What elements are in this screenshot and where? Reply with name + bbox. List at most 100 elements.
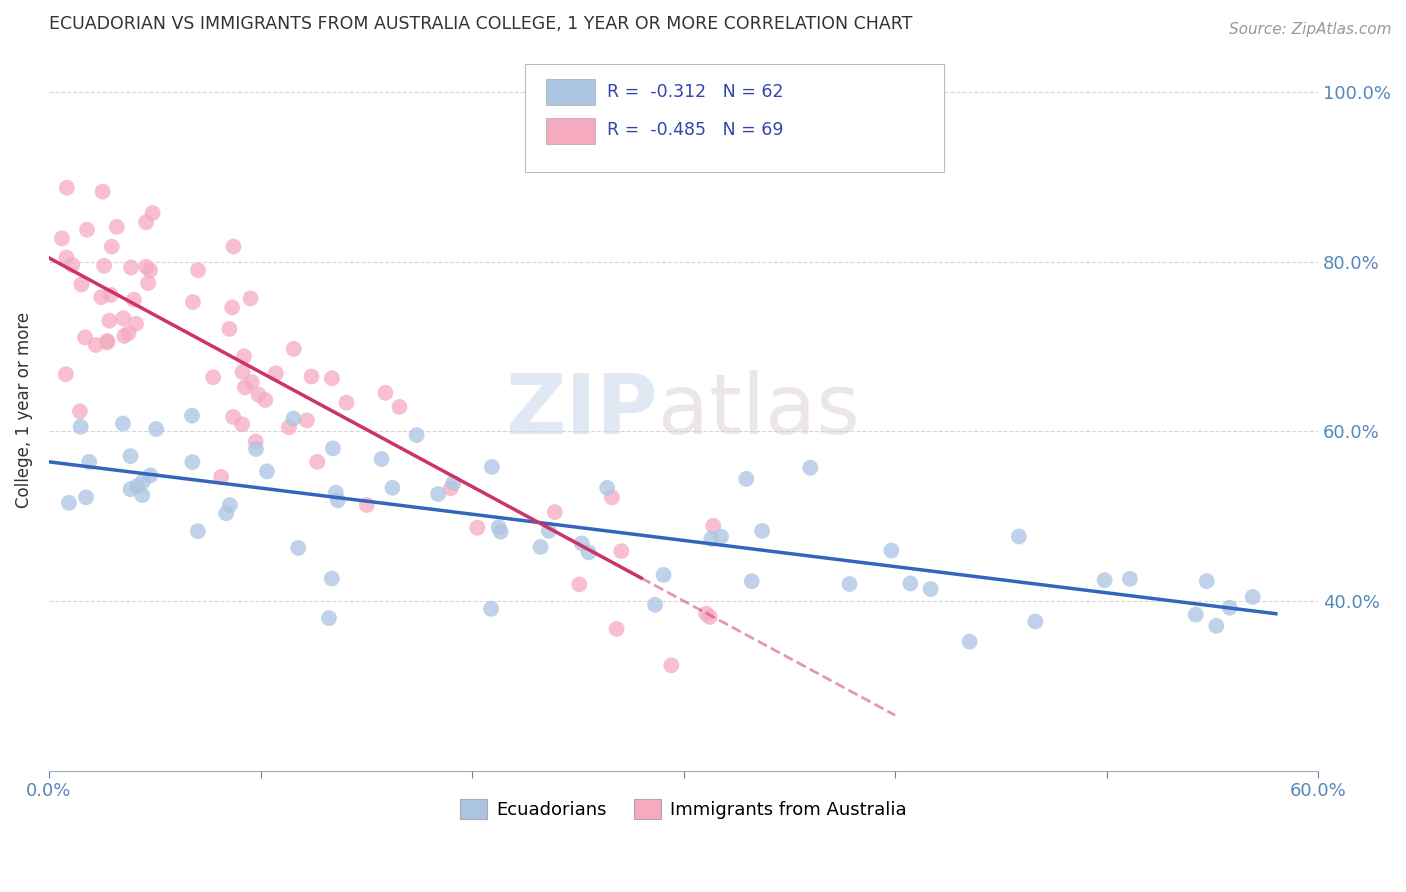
Point: [488, 520, 510, 534]
Point: [838, 577, 860, 591]
Point: [751, 524, 773, 538]
Point: [699, 610, 721, 624]
Point: [374, 385, 396, 400]
Point: [247, 388, 270, 402]
Point: [568, 577, 591, 591]
Point: [321, 371, 343, 385]
Point: [489, 524, 512, 539]
Point: [325, 485, 347, 500]
Point: [222, 409, 245, 424]
Point: [55, 368, 77, 382]
Point: [578, 545, 600, 559]
Point: [301, 369, 323, 384]
Point: [277, 420, 299, 434]
Point: [898, 576, 921, 591]
Point: [58, 496, 80, 510]
Point: [1024, 615, 1046, 629]
Point: [356, 498, 378, 512]
Point: [335, 395, 357, 409]
Point: [741, 574, 763, 589]
Point: [215, 506, 238, 520]
Point: [1184, 607, 1206, 622]
Point: [652, 568, 675, 582]
Point: [136, 276, 159, 290]
Point: [537, 524, 560, 538]
FancyBboxPatch shape: [547, 79, 595, 105]
Point: [1008, 529, 1031, 543]
Point: [481, 459, 503, 474]
Point: [427, 487, 450, 501]
Point: [51, 231, 73, 245]
Point: [610, 544, 633, 558]
Point: [440, 482, 463, 496]
Text: R =  -0.312   N = 62: R = -0.312 N = 62: [607, 83, 785, 102]
Point: [240, 375, 263, 389]
Point: [283, 342, 305, 356]
Point: [181, 409, 204, 423]
Point: [1241, 590, 1264, 604]
Point: [1205, 619, 1227, 633]
Point: [322, 442, 344, 456]
Point: [264, 367, 287, 381]
Point: [381, 481, 404, 495]
Point: [283, 411, 305, 425]
Point: [405, 428, 427, 442]
Point: [131, 488, 153, 502]
Point: [388, 400, 411, 414]
Point: [920, 582, 942, 596]
Point: [218, 322, 240, 336]
Point: [125, 317, 148, 331]
Point: [187, 524, 209, 539]
Point: [659, 658, 682, 673]
Point: [56, 180, 79, 194]
Point: [702, 519, 724, 533]
Point: [76, 223, 98, 237]
Point: [120, 260, 142, 275]
Point: [209, 470, 232, 484]
Point: [596, 481, 619, 495]
Point: [135, 260, 157, 274]
Text: R =  -0.485   N = 69: R = -0.485 N = 69: [607, 120, 785, 139]
Point: [1094, 573, 1116, 587]
Point: [60, 258, 83, 272]
Point: [710, 529, 733, 543]
Point: [644, 598, 666, 612]
Point: [69, 404, 91, 418]
Point: [221, 301, 243, 315]
Point: [77, 455, 100, 469]
Point: [321, 572, 343, 586]
Point: [233, 349, 256, 363]
Point: [111, 417, 134, 431]
Point: [700, 532, 723, 546]
Point: [132, 475, 155, 489]
Text: atlas: atlas: [658, 370, 860, 450]
Point: [465, 521, 488, 535]
Point: [233, 380, 256, 394]
Point: [571, 536, 593, 550]
Point: [96, 335, 118, 350]
Point: [287, 541, 309, 555]
FancyBboxPatch shape: [547, 118, 595, 144]
Point: [75, 330, 97, 344]
Y-axis label: College, 1 year or more: College, 1 year or more: [15, 312, 32, 508]
Point: [370, 452, 392, 467]
Point: [295, 413, 318, 427]
Point: [254, 392, 277, 407]
Point: [98, 314, 121, 328]
Point: [318, 611, 340, 625]
Point: [139, 468, 162, 483]
Point: [55, 251, 77, 265]
Point: [142, 206, 165, 220]
Point: [135, 215, 157, 229]
Point: [307, 455, 329, 469]
Point: [600, 491, 623, 505]
Point: [1119, 572, 1142, 586]
Point: [181, 455, 204, 469]
Point: [799, 460, 821, 475]
Point: [256, 464, 278, 478]
Point: [91, 185, 114, 199]
Point: [145, 422, 167, 436]
Point: [120, 449, 142, 463]
Point: [70, 277, 93, 292]
Point: [122, 293, 145, 307]
